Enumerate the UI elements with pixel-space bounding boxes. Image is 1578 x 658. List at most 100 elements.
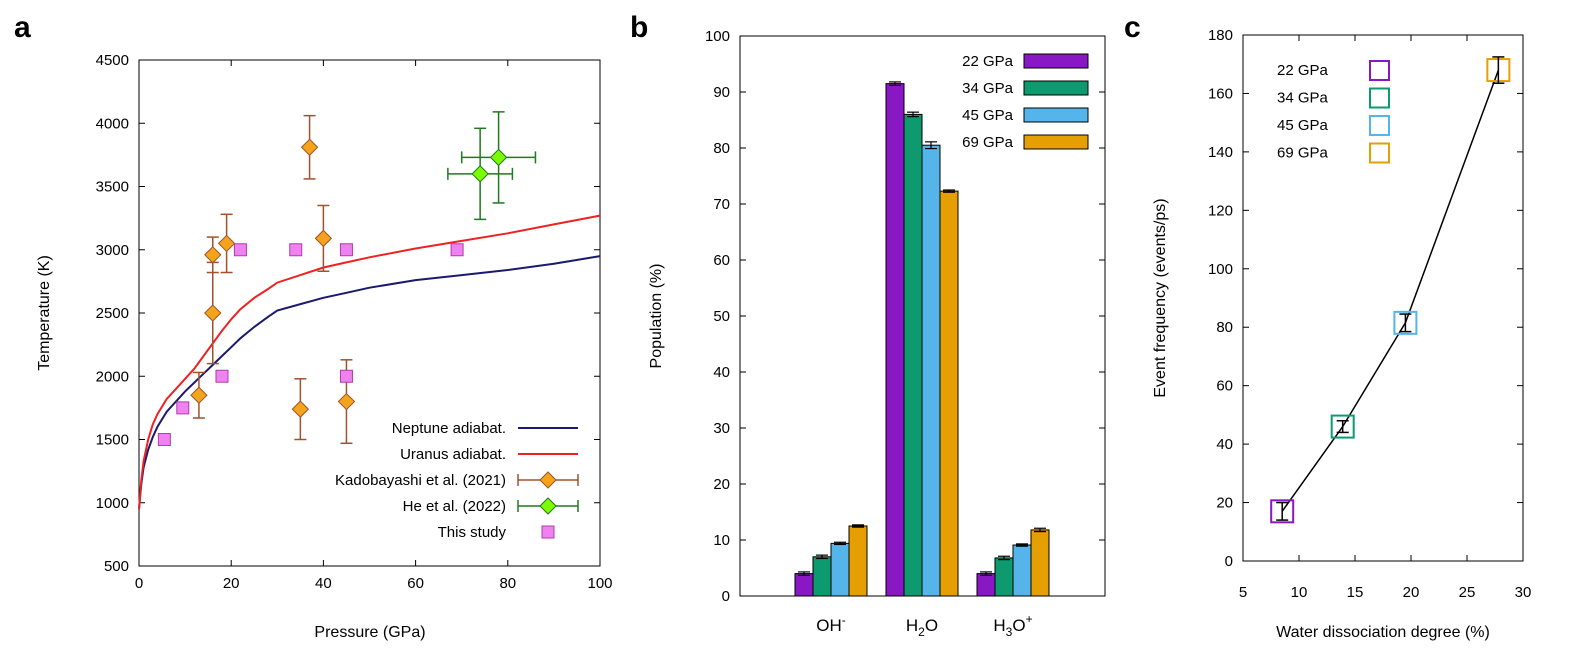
legend-label: 69 GPa (1277, 145, 1329, 162)
data-point-diamond (291, 400, 310, 418)
x-tick-label: 25 (1459, 584, 1476, 601)
series-line-uranus (138, 214, 601, 510)
data-point-diamond (204, 246, 222, 264)
y-tick-label: 140 (1208, 144, 1233, 161)
x-tick-label-oh: OH- (816, 613, 846, 635)
legend-label: 34 GPa (962, 80, 1014, 97)
data-point-diamond (314, 229, 333, 248)
y-tick-label: 40 (713, 364, 730, 381)
legend-label: 22 GPa (1277, 62, 1329, 79)
bar-h3o-45 (1012, 544, 1032, 597)
data-point-square (339, 243, 353, 257)
x-tick-label: 20 (223, 575, 240, 592)
legend-swatch (1369, 142, 1390, 164)
series-line-neptune (138, 255, 601, 510)
x-tick-label: 0 (135, 575, 143, 592)
y-tick-label: 10 (713, 532, 730, 549)
x-tick-label: 80 (499, 575, 516, 592)
x-tick-label: 30 (1515, 584, 1532, 601)
y-tick-label: 180 (1208, 27, 1233, 44)
bar-oh-69 (848, 525, 868, 597)
y-tick-label: 2000 (96, 368, 129, 385)
y-tick-label: 60 (1216, 378, 1233, 395)
data-point-45gpa (1393, 310, 1418, 335)
data-point-square (339, 369, 353, 383)
y-tick-label: 20 (713, 476, 730, 493)
x-tick-label-h3o: H3O+ (993, 612, 1032, 639)
y-tick-label: 20 (1216, 495, 1233, 512)
y-tick-label: 50 (713, 308, 730, 325)
y-tick-label: 80 (713, 140, 730, 157)
y-tick-label: 500 (104, 558, 129, 575)
y-tick-label: 4000 (96, 115, 129, 132)
y-tick-label: 4500 (96, 52, 129, 69)
y-tick-label: 100 (1208, 261, 1233, 278)
panel-label-b: b (630, 11, 648, 44)
x-tick-label: 60 (407, 575, 424, 592)
panel-c-chart: Water dissociation degree (%) Event freq… (1152, 27, 1531, 641)
panel-c-xlabel: Water dissociation degree (%) (1276, 624, 1490, 641)
legend-label: Neptune adiabat. (392, 420, 506, 437)
data-point-diamond (190, 386, 208, 404)
data-point-square (157, 433, 171, 446)
y-tick-label: 0 (1225, 553, 1233, 570)
data-point-square (450, 243, 464, 257)
panel-label-c: c (1124, 11, 1141, 44)
panel-a-ylabel: Temperature (K) (36, 255, 53, 371)
x-tick-label: 5 (1239, 584, 1247, 601)
y-tick-label: 80 (1216, 319, 1233, 336)
y-tick-label: 40 (1216, 436, 1233, 453)
bar-oh-22 (794, 573, 814, 597)
y-tick-label: 70 (713, 196, 730, 213)
y-tick-label: 3500 (96, 179, 129, 196)
legend-label: 69 GPa (962, 134, 1014, 151)
legend-label: He et al. (2022) (403, 498, 506, 515)
y-tick-label: 0 (722, 588, 730, 605)
legend-swatch (1023, 107, 1089, 123)
bar-oh-34 (812, 556, 832, 597)
x-tick-label: 20 (1403, 584, 1420, 601)
data-point-diamond (489, 148, 508, 167)
data-point-square (289, 243, 303, 257)
bar-h3o-34 (994, 557, 1014, 597)
panel-c-frame (1242, 34, 1524, 562)
legend-swatch (1023, 53, 1089, 69)
data-point-34gpa (1330, 414, 1355, 439)
bar-oh-45 (830, 542, 850, 597)
y-tick-label: 1000 (96, 495, 129, 512)
legend-label: 34 GPa (1277, 90, 1329, 107)
data-point-square (233, 243, 247, 257)
x-tick-label: 40 (315, 575, 332, 592)
y-tick-label: 60 (713, 252, 730, 269)
y-tick-label: 30 (713, 420, 730, 437)
y-tick-label: 120 (1208, 202, 1233, 219)
legend-swatch-diamond (539, 471, 557, 489)
data-point-diamond (300, 138, 319, 156)
legend-swatch (1369, 115, 1390, 136)
legend-label: Uranus adiabat. (400, 446, 506, 463)
bar-h2o-69 (939, 190, 959, 597)
panel-b-chart: Population (%) 0 10 20 30 40 50 60 70 80 90 100 OH-… (648, 28, 1106, 639)
legend-swatch (1023, 80, 1089, 96)
legend-swatch (1023, 134, 1089, 150)
legend-swatch-diamond (539, 497, 557, 515)
legend-label: 22 GPa (962, 53, 1014, 70)
y-tick-label: 90 (713, 84, 730, 101)
data-point-22gpa (1270, 499, 1295, 524)
legend-label: 45 GPa (1277, 117, 1329, 134)
data-point-square (215, 369, 229, 383)
y-tick-label: 1500 (96, 432, 129, 449)
panel-c-ylabel: Event frequency (events/ps) (1152, 198, 1169, 397)
y-tick-label: 2500 (96, 305, 129, 322)
data-point-diamond (217, 234, 236, 253)
panel-a-xlabel: Pressure (GPa) (314, 624, 425, 641)
y-tick-label: 3000 (96, 242, 129, 259)
fit-line (1281, 69, 1500, 512)
panel-label-a: a (14, 11, 31, 44)
data-point-diamond (471, 165, 489, 183)
legend-swatch (1369, 87, 1390, 109)
y-tick-label: 100 (705, 28, 730, 45)
x-tick-label: 100 (587, 575, 612, 592)
bar-h2o-45 (921, 144, 941, 597)
